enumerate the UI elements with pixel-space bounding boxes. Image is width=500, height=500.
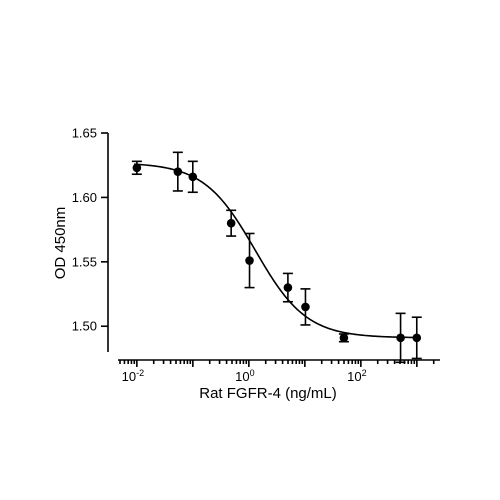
- data-point: [301, 302, 310, 312]
- data-point: [188, 172, 198, 182]
- y-tick-label: 1.55: [72, 254, 97, 269]
- x-tick-label: 102: [347, 368, 366, 384]
- y-tick-label: 1.50: [72, 319, 97, 334]
- y-tick-label: 1.65: [72, 126, 97, 141]
- fit-curve-group: [134, 163, 418, 339]
- data-point: [339, 333, 349, 343]
- y-axis-title: OD 450nm: [52, 207, 69, 280]
- data-points: [132, 163, 422, 343]
- error-bars: [131, 151, 422, 364]
- data-point: [412, 333, 422, 343]
- x-axis-title: Rat FGFR-4 (ng/mL): [199, 385, 337, 402]
- x-tick-label: 10-2: [122, 368, 144, 384]
- data-point: [245, 256, 254, 265]
- y-tick-label: 1.60: [72, 190, 97, 205]
- data-point: [132, 163, 142, 173]
- data-point: [283, 283, 293, 292]
- axes: 1.50 1.55 1.60 1.65 10-2 100 102: [72, 126, 440, 384]
- axis-labels: Rat FGFR-4 (ng/mL) OD 450nm: [52, 207, 337, 402]
- data-point: [396, 333, 405, 343]
- fit-curve: [134, 163, 418, 339]
- x-tick-label: 100: [235, 368, 254, 384]
- data-point: [226, 218, 236, 228]
- data-point: [173, 167, 183, 176]
